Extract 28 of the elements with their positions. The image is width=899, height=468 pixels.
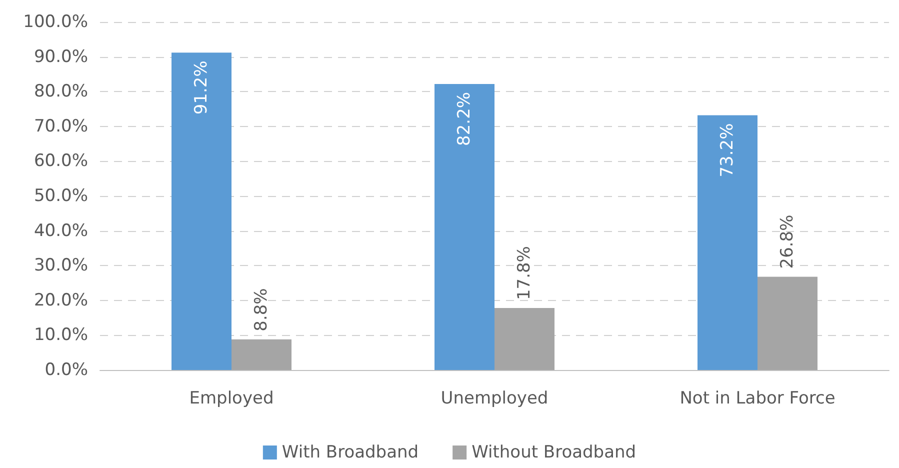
bar xyxy=(698,115,758,370)
y-tick-label: 100.0% xyxy=(23,12,88,32)
bar xyxy=(172,52,232,370)
x-tick-label: Unemployed xyxy=(440,388,548,408)
bar xyxy=(494,308,554,370)
y-tick-label: 0.0% xyxy=(44,360,88,380)
bar xyxy=(758,276,818,370)
y-tick-label: 60.0% xyxy=(34,151,88,172)
data-label: 91.2% xyxy=(192,60,212,115)
bar xyxy=(434,84,494,370)
bar xyxy=(232,339,292,370)
data-label: 73.2% xyxy=(718,123,738,178)
data-label: 26.8% xyxy=(778,214,798,269)
x-tick-label: Employed xyxy=(189,388,274,408)
legend-label: Without Broadband xyxy=(472,442,636,462)
x-tick-label: Not in Labor Force xyxy=(680,388,836,408)
y-tick-label: 40.0% xyxy=(34,220,88,241)
y-tick-label: 30.0% xyxy=(34,256,88,276)
y-tick-label: 70.0% xyxy=(34,116,88,136)
legend-label: With Broadband xyxy=(282,442,419,462)
y-tick-label: 50.0% xyxy=(34,186,88,206)
data-label: 17.8% xyxy=(514,246,534,300)
y-tick-label: 90.0% xyxy=(34,46,88,67)
y-tick-label: 20.0% xyxy=(34,290,88,310)
y-tick-label: 10.0% xyxy=(34,325,88,346)
data-label: 8.8% xyxy=(252,288,272,332)
data-label: 82.2% xyxy=(454,92,474,146)
y-tick-label: 80.0% xyxy=(34,82,88,102)
